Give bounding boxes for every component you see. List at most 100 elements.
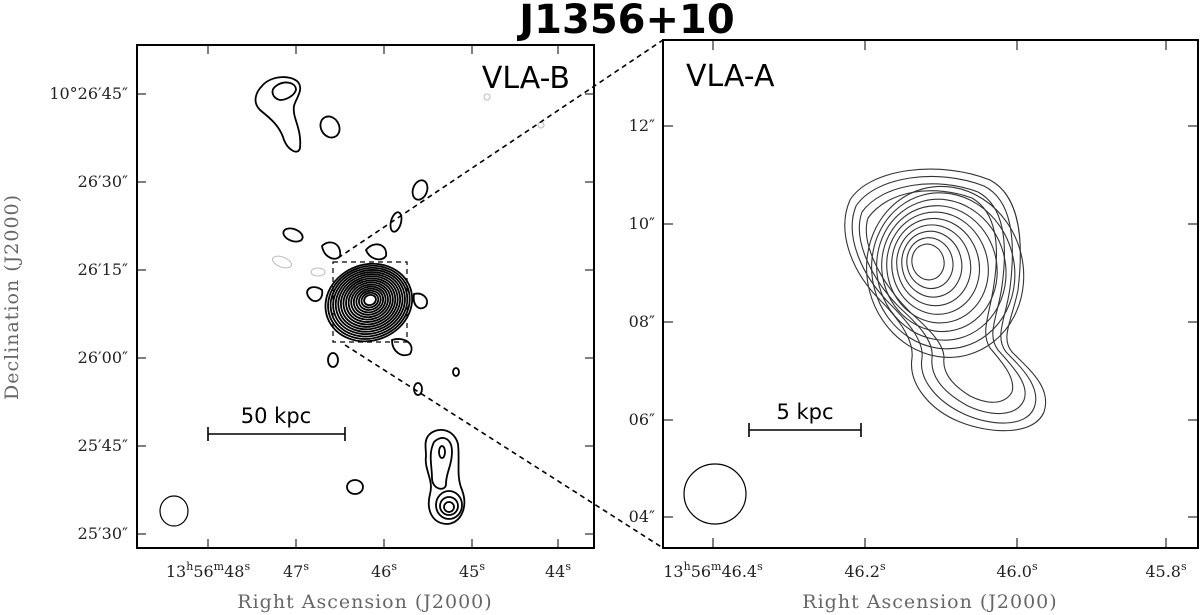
y-tick-label: 25′30″	[78, 524, 128, 543]
y-tick-label: 26′30″	[78, 172, 128, 191]
y-tick-label: 08″	[629, 312, 655, 331]
core-contour	[337, 273, 401, 331]
beam-ellipse	[683, 463, 747, 525]
tail-contour	[858, 183, 1026, 415]
x-tick-label: 46s	[371, 560, 397, 581]
contour-blob	[282, 227, 304, 243]
core-contour	[350, 283, 389, 319]
contour-blob	[389, 211, 403, 233]
beam-ellipse	[159, 495, 189, 527]
core-contour	[896, 224, 972, 307]
panel-vla-b-contours	[254, 76, 545, 525]
contour-blob	[435, 490, 463, 520]
panel-vla-a-y-ticks: 12″ 10″ 08″ 06″ 04″	[629, 116, 655, 526]
core-wing-contour	[306, 286, 324, 303]
contour-blob	[327, 352, 339, 368]
x-tick-label: 46.2s	[844, 560, 886, 581]
negative-contour	[271, 255, 293, 269]
core-contour	[871, 192, 1016, 350]
panel-vla-b-label: VLA-B	[482, 61, 570, 96]
contour-blob	[346, 479, 364, 495]
core-contour	[347, 281, 392, 321]
scale-bar-5kpc: 5 kpc	[748, 400, 862, 437]
tail-contour	[844, 168, 1047, 432]
scale-bar-label: 50 kpc	[241, 404, 311, 428]
panel-vla-a-contours	[844, 168, 1047, 432]
core-contour	[881, 205, 998, 333]
contour-blob	[443, 501, 455, 513]
panel-vla-a-x-axis-title: Right Ascension (J2000)	[802, 591, 1057, 613]
y-tick-label: 06″	[629, 410, 655, 429]
y-tick-label: 04″	[629, 507, 655, 526]
contour-blob	[439, 496, 459, 516]
zoom-region-box	[332, 261, 408, 343]
core-contour	[901, 230, 963, 298]
y-tick-label: 10°26′45″	[49, 84, 128, 103]
panel-vla-b-y-tick-marks	[137, 93, 594, 535]
y-tick-label: 26′00″	[78, 348, 128, 367]
core-contour	[363, 293, 377, 307]
x-tick-label: 13h56m48s	[166, 560, 251, 581]
contour-ne-lobe-inner	[271, 81, 297, 101]
panel-vla-b: VLA-B 10°26′45″ 26′30″ 26′15″ 26′00″ 25′…	[1, 44, 595, 613]
scale-bar-label: 5 kpc	[776, 400, 833, 424]
core-wing-contour	[364, 243, 387, 261]
core-contour	[352, 285, 387, 316]
core-contour	[340, 275, 399, 328]
core-contour	[355, 287, 385, 314]
y-tick-label: 12″	[629, 116, 655, 135]
x-tick-label: 44s	[545, 560, 571, 581]
core-contour	[876, 198, 1007, 341]
core-contour	[342, 277, 397, 326]
y-tick-label: 10″	[629, 214, 655, 233]
x-tick-label: 47s	[283, 560, 309, 581]
y-tick-label: 25′45″	[78, 436, 128, 455]
core-wing-contour	[391, 338, 413, 357]
core-contour	[327, 264, 411, 340]
core-contour	[329, 267, 409, 338]
core-contour	[358, 289, 382, 311]
panel-vla-a-label: VLA-A	[686, 59, 775, 94]
negative-contour	[310, 267, 326, 277]
panel-vla-a-x-ticks: 13h56m46.4s 46.2s 46.0s 45.8s	[663, 560, 1187, 581]
core-contour	[360, 291, 380, 309]
central-source-contours	[306, 241, 428, 357]
y-tick-label: 26′15″	[78, 260, 128, 279]
x-tick-label: 13h56m46.4s	[663, 560, 763, 581]
panel-vla-b-y-axis-title: Declination (J2000)	[1, 194, 23, 400]
core-contour	[345, 279, 394, 323]
x-tick-label: 46.0s	[996, 560, 1038, 581]
core-wing-contour	[321, 241, 342, 260]
negative-contour	[537, 121, 545, 129]
tail-contour	[865, 190, 1014, 403]
core-contour	[891, 217, 981, 315]
contour-ne-lobe-outer	[254, 76, 302, 153]
contour-blob	[319, 115, 341, 139]
panel-vla-a-frame	[662, 39, 1199, 549]
panel-vla-a-y-tick-marks	[663, 125, 1198, 518]
zoom-connector-top	[337, 39, 664, 259]
core-contour	[866, 185, 1025, 358]
panel-vla-b-x-ticks: 13h56m48s 47s 46s 45s 44s	[166, 560, 571, 581]
panel-vla-a-x-tick-marks	[712, 40, 1167, 548]
contour-blob	[452, 367, 460, 377]
panel-vla-b-frame	[136, 44, 595, 549]
panel-vla-a: VLA-A 12″ 10″ 08″ 06″ 04″ 13h56m46.4s 46…	[629, 39, 1199, 613]
core-contour	[332, 269, 406, 335]
panel-vla-b-y-ticks: 10°26′45″ 26′30″ 26′15″ 26′00″ 25′45″ 25…	[49, 84, 128, 543]
contour-blob	[438, 445, 446, 459]
core-contour	[886, 211, 989, 324]
contour-sw-lobe-outer	[424, 429, 466, 525]
core-contour	[324, 262, 414, 343]
x-tick-label: 45s	[459, 560, 485, 581]
tail-contour	[851, 175, 1037, 424]
core-wing-contour	[412, 292, 428, 310]
core-contour	[906, 237, 954, 290]
core-contour	[334, 271, 404, 333]
negative-contour	[483, 93, 491, 101]
core-contour	[911, 243, 945, 281]
contour-sw-lobe-mid	[429, 437, 453, 490]
x-tick-label: 45.8s	[1145, 560, 1187, 581]
zoom-connector-bottom	[344, 344, 664, 549]
